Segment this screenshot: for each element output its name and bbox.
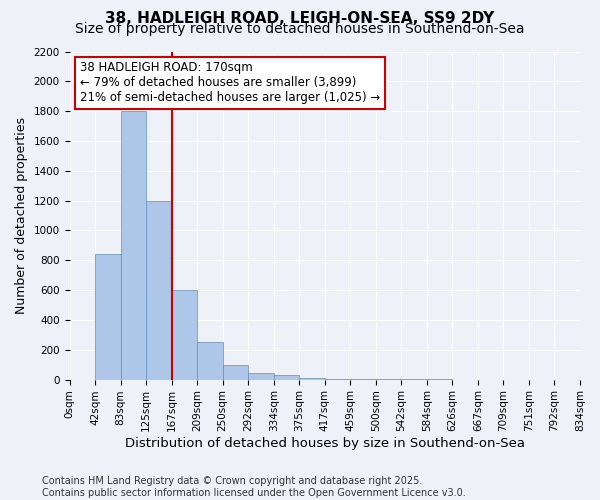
Bar — [146, 200, 172, 380]
Bar — [248, 373, 274, 380]
Text: Contains HM Land Registry data © Crown copyright and database right 2025.
Contai: Contains HM Land Registry data © Crown c… — [42, 476, 466, 498]
Y-axis label: Number of detached properties: Number of detached properties — [15, 117, 28, 314]
Bar — [95, 254, 121, 380]
Bar — [223, 364, 248, 380]
Bar — [172, 290, 197, 380]
Bar — [299, 378, 325, 380]
Bar — [121, 111, 146, 380]
Text: 38 HADLEIGH ROAD: 170sqm
← 79% of detached houses are smaller (3,899)
21% of sem: 38 HADLEIGH ROAD: 170sqm ← 79% of detach… — [80, 62, 380, 104]
X-axis label: Distribution of detached houses by size in Southend-on-Sea: Distribution of detached houses by size … — [125, 437, 525, 450]
Text: Size of property relative to detached houses in Southend-on-Sea: Size of property relative to detached ho… — [75, 22, 525, 36]
Bar — [325, 379, 350, 380]
Bar — [197, 342, 223, 380]
Bar — [274, 375, 299, 380]
Text: 38, HADLEIGH ROAD, LEIGH-ON-SEA, SS9 2DY: 38, HADLEIGH ROAD, LEIGH-ON-SEA, SS9 2DY — [106, 11, 494, 26]
